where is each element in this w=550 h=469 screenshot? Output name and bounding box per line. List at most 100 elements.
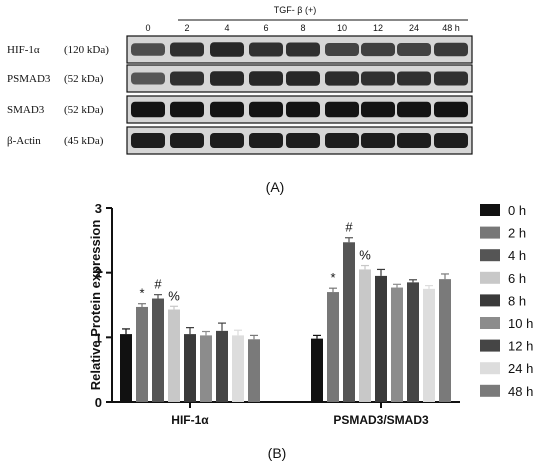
- blot-band: [286, 133, 320, 148]
- blot-band: [249, 101, 283, 118]
- bar: [248, 339, 260, 402]
- blot-band: [325, 71, 359, 86]
- bar: [359, 269, 371, 402]
- blot-band: [170, 101, 204, 118]
- legend-label: 2 h: [508, 226, 526, 241]
- lane-label: 8: [300, 23, 305, 33]
- y-tick-label: 2: [95, 266, 102, 281]
- blot-band: [210, 42, 244, 57]
- blot-protein-label: β-Actin: [7, 135, 41, 147]
- blot-band: [286, 71, 320, 86]
- legend-swatch: [480, 249, 500, 262]
- bar: [216, 330, 228, 402]
- lane-label: 6: [263, 23, 268, 33]
- blot-protein-label: SMAD3: [7, 104, 45, 116]
- panel-a-caption: (A): [266, 179, 285, 195]
- blot-band: [249, 133, 283, 148]
- bar: [327, 292, 339, 402]
- legend-swatch: [480, 339, 500, 352]
- blot-size-label: (52 kDa): [64, 73, 104, 85]
- significance-mark: %: [168, 288, 180, 303]
- y-tick-label: 0: [95, 395, 102, 410]
- blot-band: [397, 71, 431, 86]
- bar: [120, 334, 132, 402]
- blot-band: [286, 101, 320, 118]
- blot-band: [397, 133, 431, 148]
- significance-mark: #: [345, 220, 353, 235]
- bar: [311, 338, 323, 402]
- blot-protein-label: PSMAD3: [7, 73, 51, 85]
- bar: [407, 282, 419, 402]
- legend-swatch: [480, 317, 500, 329]
- blot-band: [131, 43, 165, 56]
- blot-band: [210, 133, 244, 148]
- blot-band: [210, 101, 244, 118]
- legend-label: 12 h: [508, 339, 533, 354]
- blot-band: [131, 101, 165, 118]
- y-axis-label: Relative Protein expression: [88, 220, 103, 391]
- lane-label: 2: [184, 23, 189, 33]
- lane-label: 24: [409, 23, 419, 33]
- legend-swatch: [480, 226, 500, 239]
- blot-band: [325, 133, 359, 148]
- x-tick-label: HIF-1α: [171, 413, 209, 427]
- blot-protein-label: HIF-1α: [7, 44, 40, 56]
- bar: [343, 242, 355, 402]
- bar: [136, 306, 148, 402]
- legend-label: 24 h: [508, 361, 533, 376]
- legend-swatch: [480, 271, 500, 284]
- legend-label: 6 h: [508, 271, 526, 286]
- significance-mark: %: [359, 248, 371, 263]
- blot-band: [361, 42, 395, 57]
- bar: [439, 279, 451, 402]
- bar: [184, 334, 196, 402]
- blot-band: [325, 43, 359, 56]
- blot-band: [361, 101, 395, 118]
- blot-band: [434, 101, 468, 118]
- lane-label: 4: [224, 23, 229, 33]
- blot-band: [397, 43, 431, 56]
- blot-band: [170, 133, 204, 148]
- blot-size-label: (120 kDa): [64, 44, 109, 56]
- blot-band: [361, 133, 395, 148]
- bar: [200, 335, 212, 402]
- blot-band: [286, 42, 320, 57]
- blot-band: [361, 71, 395, 86]
- significance-mark: *: [139, 286, 144, 301]
- blot-band: [434, 71, 468, 86]
- blot-band: [325, 101, 359, 118]
- blot-band: [210, 71, 244, 86]
- legend-label: 0 h: [508, 203, 526, 218]
- blot-size-label: (52 kDa): [64, 104, 104, 116]
- blot-band: [434, 42, 468, 57]
- y-tick-label: 3: [95, 201, 102, 216]
- lane-label: 10: [337, 23, 347, 33]
- lane-label: 12: [373, 23, 383, 33]
- lane-label: 0: [145, 23, 150, 33]
- bar: [168, 309, 180, 402]
- legend-swatch: [480, 384, 500, 397]
- legend-label: 10 h: [508, 316, 533, 331]
- legend-swatch: [480, 362, 500, 375]
- treatment-label: TGF- β (+): [274, 5, 316, 15]
- bar: [423, 288, 435, 402]
- bar: [152, 298, 164, 402]
- bar: [375, 275, 387, 402]
- blot-size-label: (45 kDa): [64, 135, 104, 147]
- bar-chart: 0 1 2 3 Relative Protein expression HIF-1α PSM…: [88, 201, 533, 427]
- blot-band: [131, 72, 165, 85]
- blot-band: [170, 71, 204, 86]
- blot-band: [249, 42, 283, 57]
- blot-band: [434, 133, 468, 148]
- legend-swatch: [480, 204, 500, 216]
- blot-band: [131, 133, 165, 148]
- legend-label: 8 h: [508, 293, 526, 308]
- significance-mark: *: [330, 270, 335, 285]
- bar: [391, 287, 403, 402]
- significance-mark: #: [154, 277, 162, 292]
- legend-label: 4 h: [508, 248, 526, 263]
- bar: [232, 335, 244, 402]
- legend-swatch: [480, 294, 500, 307]
